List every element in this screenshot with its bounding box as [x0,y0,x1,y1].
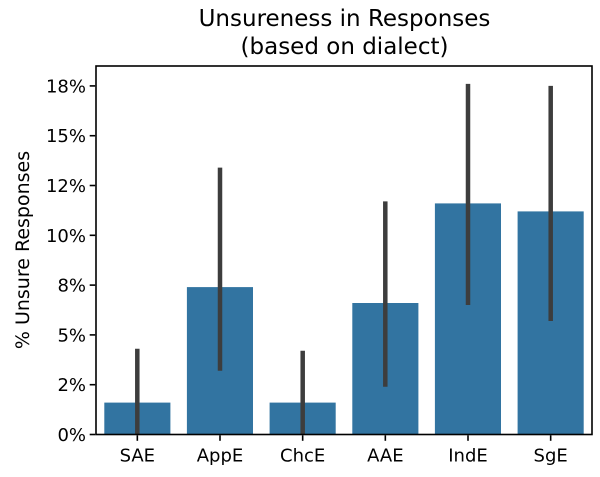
x-ticks-group: SAE AppE ChcE AAE IndE SgE [120,435,568,467]
y-tick-label-10%: 10% [46,226,86,247]
axes-frame [95,65,593,436]
y-ticks-group: 0% 2% 5% 8% 10% 12% 15% 18% [46,76,96,446]
x-tick-label-aae: AAE [367,446,404,467]
x-tick-label-appe: AppE [197,446,244,467]
x-tick-label-chce: ChcE [280,446,325,467]
chart-title-line-2: (based on dialect) [240,33,449,60]
x-tick-label-inde: IndE [448,446,488,467]
chart-title-line-1: Unsureness in Responses [198,6,491,32]
y-tick-label-2%: 2% [57,375,86,396]
y-tick-label-12%: 12% [46,176,86,197]
error-bars-group [135,83,553,435]
x-tick-label-sae: SAE [120,446,155,467]
axes-spines [95,65,593,436]
y-tick-label-5%: 5% [57,325,86,346]
chart-title: Unsureness in Responses (based on dialec… [96,6,593,61]
bars-group [104,203,584,435]
y-tick-label-18%: 18% [46,76,86,97]
y-tick-label-0%: 0% [57,425,86,446]
x-tick-label-sge: SgE [534,446,568,467]
y-tick-label-15%: 15% [46,126,86,147]
y-tick-label-8%: 8% [57,276,86,297]
